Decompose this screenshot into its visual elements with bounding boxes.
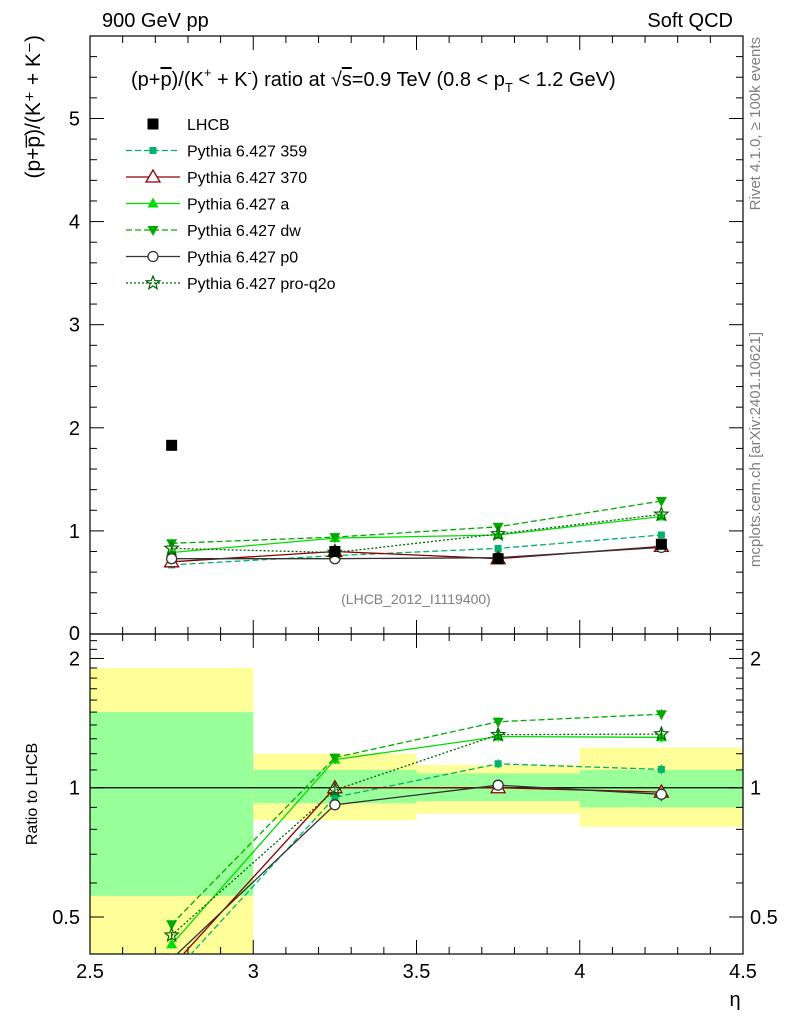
header-left: 900 GeV pp [102,10,209,32]
series-line-4 [171,546,662,560]
ratio-point-5 [163,926,180,943]
series-layer [163,439,670,979]
legend-label-0: Pythia 6.427 359 [187,144,307,161]
ratio-point-2 [166,938,178,949]
chart-title: (p+p)/(K+ + K-) ratio at √s=0.9 TeV (0.8… [131,65,616,95]
series-point-3 [329,533,341,544]
ratio-y-axis-label: Ratio to LHCB [24,743,41,845]
ratio-line-2 [171,735,662,945]
legend: LHCB Pythia 6.427 359 Pythia 6.427 370 Pyth… [126,117,336,293]
series-line-5 [171,513,662,554]
ratio-y-tick-label: 0.5 [52,907,80,929]
x-tick-label: 2.5 [76,961,104,983]
main-series-group [163,439,670,569]
legend-label-3: Pythia 6.427 dw [187,223,301,240]
series-line-2 [171,515,662,554]
legend-label-5: Pythia 6.427 pro-q2o [187,276,336,293]
ratio-point-4 [655,788,668,800]
ratio-point-5 [489,726,507,742]
y-tick-label: 1 [69,521,80,543]
series-line-3 [171,500,662,544]
legend-label-4: Pythia 6.427 p0 [187,250,298,267]
legend-marker-data [147,118,159,130]
legend-marker-2 [147,197,159,208]
stat-band-0 [90,712,254,896]
ratio-bands [90,668,743,954]
legend-marker-3 [147,226,159,236]
mcplots-label: mcplots.cern.ch [arXiv:2401.10621] [747,332,764,567]
ratio-line-3 [171,713,662,925]
ratio-y-tick-label: 2 [69,648,80,670]
x-axis-label: η [729,989,740,1011]
ratio-line-5 [171,733,662,936]
y-tick-label-zero: 0 [69,623,80,645]
ratio-point-3 [166,920,178,931]
ratio-point-0 [168,972,175,979]
series-point-4 [165,553,178,565]
data-point [329,546,341,558]
ratio-series-group [163,709,670,979]
rivet-label: Rivet 4.1.0, ≥ 100k events [747,37,764,210]
ratio-point-5 [653,725,670,742]
y-tick-label: 3 [69,315,80,337]
series-point-0 [494,544,502,552]
y-tick-label: 2 [69,418,80,440]
y-axis-label: (p+p̅)/(K⁺ + K⁻) [22,35,45,179]
legend-label-1: Pythia 6.427 370 [187,170,307,187]
ratio-point-3 [329,753,341,764]
analysis-id-label: (LHCB_2012_I1119400) [341,591,491,607]
series-point-3 [655,496,667,507]
ratio-y-tick-label-right: 0.5 [750,907,778,929]
ratio-point-4 [329,799,341,811]
legend-marker-0 [149,147,157,154]
series-point-5 [653,505,670,522]
ratio-y-tick-label-right: 1 [750,778,761,800]
ratio-point-4 [169,953,175,954]
y-tick-label: 5 [69,108,80,130]
x-tick-label: 4.5 [729,961,757,983]
legend-marker-4 [147,250,159,263]
legend-label-2: Pythia 6.427 a [187,197,289,214]
ratio-point-5 [326,781,344,798]
legend-marker-5 [144,274,162,291]
ratio-line-4 [176,784,662,954]
ratio-point-4 [492,779,504,791]
series-point-0 [657,531,665,539]
legend-label-data: LHCB [187,117,230,134]
ratio-point-1 [165,960,179,972]
series-line-0 [171,534,662,566]
data-point [655,538,667,550]
ratio-point-0 [494,760,502,768]
axis-ticks: 2.5 3 3.5 4 4.5 1 2 3 4 5 0 0.5 0.5 1 1 2 2 [52,36,778,983]
ratio-point-3 [655,710,667,721]
data-point [166,439,178,451]
series-point-5 [163,539,180,556]
ratio-point-0 [331,793,339,801]
series-point-5 [489,525,507,542]
y-tick-label: 4 [69,212,80,234]
ratio-point-0 [657,765,665,773]
ratio-point-3 [492,717,504,728]
ratio-y-tick-label: 1 [69,778,80,800]
ratio-y-tick-label-right: 2 [750,648,761,670]
ratio-line-0 [190,763,662,954]
x-tick-label: 4 [574,961,585,983]
series-line-1 [171,545,662,563]
legend-marker-1 [144,168,162,183]
x-tick-label: 3.5 [403,961,431,983]
x-tick-label: 3 [248,961,259,983]
header-right: Soft QCD [647,10,733,32]
data-point [492,553,504,565]
series-point-3 [166,539,178,550]
